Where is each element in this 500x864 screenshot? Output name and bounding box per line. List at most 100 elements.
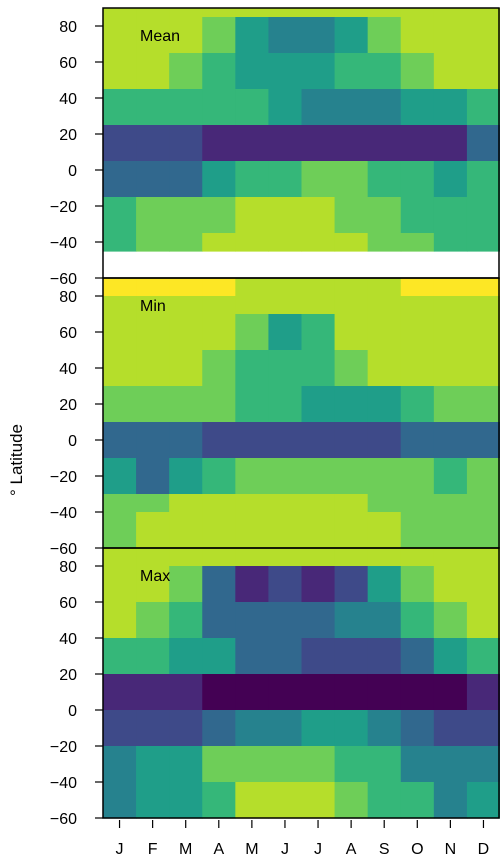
heatmap-cell bbox=[367, 692, 402, 711]
heatmap-cell bbox=[202, 17, 236, 36]
heatmap-cell bbox=[367, 530, 402, 549]
heatmap-cell bbox=[103, 584, 137, 603]
heatmap-cell bbox=[301, 296, 336, 315]
heatmap-cell bbox=[433, 215, 468, 234]
heatmap-cell bbox=[235, 143, 270, 162]
heatmap-cell bbox=[136, 89, 170, 108]
x-tick-label: S bbox=[379, 841, 390, 858]
heatmap-cell bbox=[235, 782, 270, 801]
heatmap-cell bbox=[367, 494, 402, 513]
heatmap-cell bbox=[136, 746, 170, 765]
heatmap-cell bbox=[268, 602, 303, 621]
heatmap-cell bbox=[202, 674, 236, 693]
heatmap-cell bbox=[334, 422, 369, 441]
heatmap-cell bbox=[103, 440, 137, 459]
heatmap-cell bbox=[466, 548, 500, 567]
heatmap-cell bbox=[268, 692, 303, 711]
heatmap-cell bbox=[400, 584, 435, 603]
heatmap-cell bbox=[136, 440, 170, 459]
heatmap-cell bbox=[400, 656, 435, 675]
heatmap-cell bbox=[103, 125, 137, 144]
heatmap-cell bbox=[136, 530, 170, 549]
heatmap-cell bbox=[400, 143, 435, 162]
y-tick-label: −20 bbox=[50, 199, 77, 216]
heatmap-cell bbox=[268, 584, 303, 603]
heatmap-cell bbox=[235, 332, 270, 351]
heatmap-cell bbox=[202, 782, 236, 801]
heatmap-cell bbox=[367, 89, 402, 108]
heatmap-cell bbox=[433, 332, 468, 351]
heatmap-cell bbox=[202, 584, 236, 603]
heatmap-cell bbox=[202, 233, 236, 252]
heatmap-cell bbox=[466, 386, 500, 405]
heatmap-cell bbox=[169, 89, 203, 108]
heatmap-cell bbox=[169, 512, 203, 531]
heatmap-cell bbox=[103, 179, 137, 198]
heatmap-cell bbox=[268, 278, 303, 297]
heatmap-cell bbox=[367, 476, 402, 495]
heatmap-cell bbox=[433, 728, 468, 747]
heatmap-cell bbox=[235, 125, 270, 144]
heatmap-cell bbox=[301, 458, 336, 477]
heatmap-cell bbox=[466, 476, 500, 495]
y-tick-label: 60 bbox=[59, 595, 77, 612]
heatmap-cell bbox=[367, 53, 402, 72]
heatmap-cell bbox=[466, 161, 500, 180]
heatmap-cell bbox=[400, 107, 435, 126]
heatmap-cell bbox=[301, 71, 336, 90]
heatmap-cell bbox=[235, 458, 270, 477]
heatmap-cell bbox=[202, 161, 236, 180]
heatmap-cell bbox=[136, 368, 170, 387]
y-tick-label: 20 bbox=[59, 127, 77, 144]
heatmap-cell bbox=[433, 368, 468, 387]
heatmap-cell bbox=[367, 107, 402, 126]
heatmap-cell bbox=[136, 386, 170, 405]
heatmap-cell bbox=[400, 548, 435, 567]
heatmap-cell bbox=[268, 710, 303, 729]
heatmap-cell bbox=[400, 638, 435, 657]
heatmap-cell bbox=[334, 233, 369, 252]
heatmap-cell bbox=[466, 404, 500, 423]
x-tick-label: M bbox=[179, 841, 192, 858]
heatmap-cell bbox=[103, 197, 137, 216]
heatmap-cell bbox=[466, 89, 500, 108]
heatmap-cell bbox=[367, 314, 402, 333]
heatmap-cell bbox=[169, 107, 203, 126]
heatmap-cell bbox=[136, 161, 170, 180]
heatmap-cell bbox=[466, 422, 500, 441]
heatmap-cell bbox=[103, 161, 137, 180]
heatmap-cell bbox=[268, 386, 303, 405]
y-tick-label: 20 bbox=[59, 397, 77, 414]
heatmap-cell bbox=[136, 800, 170, 819]
heatmap-cell bbox=[103, 35, 137, 54]
heatmap-cell bbox=[103, 296, 137, 315]
heatmap-cell bbox=[268, 620, 303, 639]
heatmap-cell bbox=[466, 35, 500, 54]
heatmap-cell bbox=[169, 566, 203, 585]
heatmap-cell bbox=[235, 35, 270, 54]
heatmap-cell bbox=[169, 494, 203, 513]
heatmap-cell bbox=[400, 296, 435, 315]
heatmap-cell bbox=[466, 179, 500, 198]
heatmap-cell bbox=[400, 278, 435, 297]
heatmap-cell bbox=[367, 386, 402, 405]
heatmap-cell bbox=[301, 53, 336, 72]
heatmap-cell bbox=[202, 404, 236, 423]
heatmap-cell bbox=[268, 638, 303, 657]
heatmap-cell bbox=[301, 584, 336, 603]
heatmap-cell bbox=[103, 386, 137, 405]
heatmap-cell bbox=[301, 197, 336, 216]
heatmap-cell bbox=[334, 764, 369, 783]
heatmap-cell bbox=[400, 35, 435, 54]
heatmap-cell bbox=[235, 764, 270, 783]
heatmap-cell bbox=[268, 404, 303, 423]
heatmap-cell bbox=[367, 728, 402, 747]
heatmap-cell bbox=[202, 386, 236, 405]
heatmap-cell bbox=[235, 710, 270, 729]
heatmap-cell bbox=[466, 674, 500, 693]
heatmap-cell bbox=[136, 35, 170, 54]
heatmap-cell bbox=[268, 197, 303, 216]
heatmap-cell bbox=[103, 350, 137, 369]
heatmap-cell bbox=[202, 296, 236, 315]
heatmap-cell bbox=[268, 233, 303, 252]
